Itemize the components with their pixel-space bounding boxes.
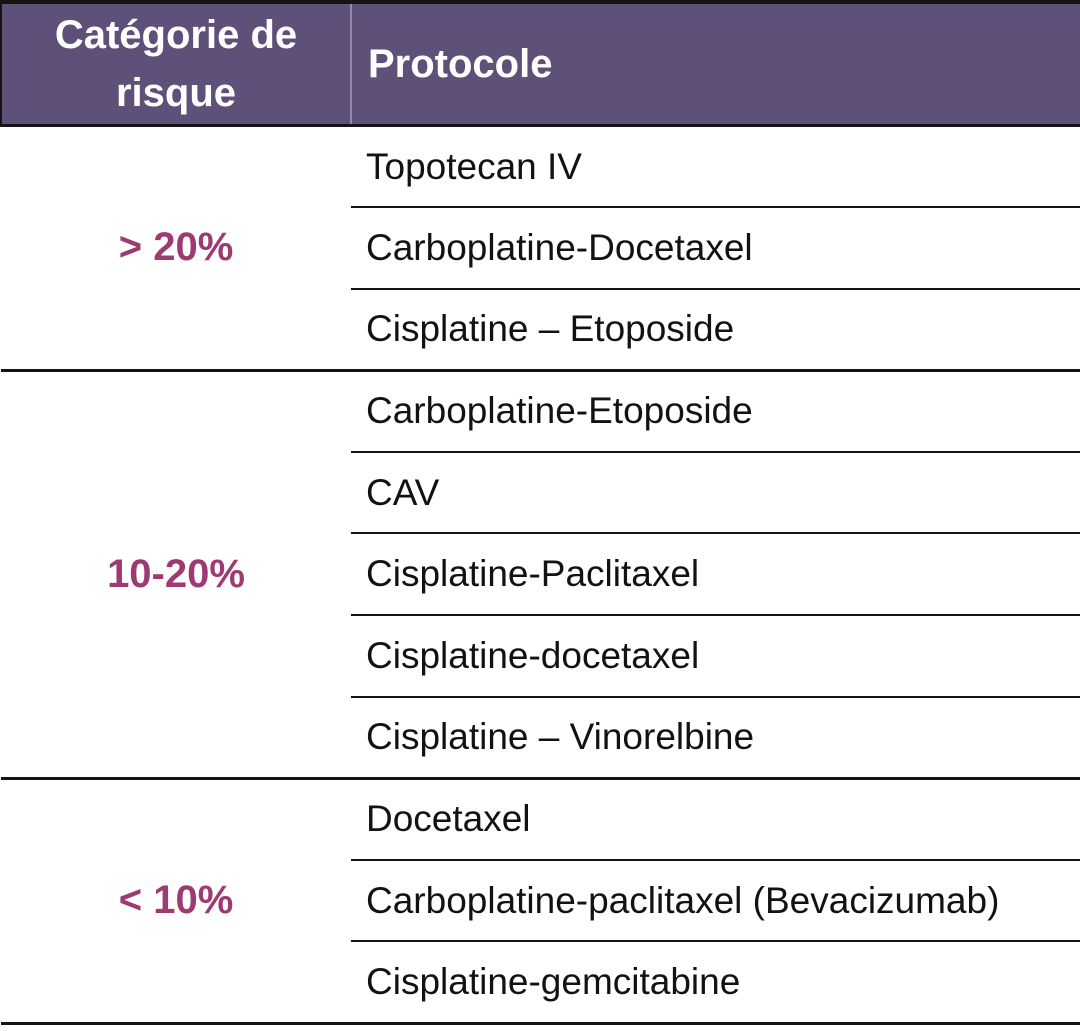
column-header-protocol: Protocole bbox=[350, 0, 1080, 127]
table-row: Cisplatine-docetaxel bbox=[1, 615, 1080, 698]
table-row: Cisplatine – Vinorelbine bbox=[1, 696, 1080, 780]
risk-category-cell: < 10% bbox=[1, 778, 351, 1025]
protocol-cell: Cisplatine-docetaxel bbox=[351, 615, 1080, 698]
risk-category-cell: > 20% bbox=[1, 125, 351, 372]
protocol-cell: Topotecan IV bbox=[351, 125, 1080, 209]
table-row: Carboplatine-Docetaxel bbox=[1, 207, 1080, 290]
table-row: CAV bbox=[1, 451, 1080, 535]
column-header-risk-category: Catégorie de risque bbox=[0, 0, 352, 127]
protocol-cell: Cisplatine-gemcitabine bbox=[351, 941, 1080, 1025]
table-row: > 20% Topotecan IV bbox=[1, 125, 1080, 372]
protocol-cell: Cisplatine-Paclitaxel bbox=[351, 533, 1080, 617]
protocol-cell: Cisplatine – Vinorelbine bbox=[351, 696, 1080, 780]
table-row: 10-20% Carboplatine-Etoposide bbox=[1, 370, 1080, 780]
protocol-cell: Docetaxel bbox=[351, 778, 1080, 861]
header-row: Catégorie de risque Protocole bbox=[0, 0, 1080, 127]
protocol-cell: Cisplatine – Etoposide bbox=[351, 288, 1080, 372]
protocol-cell: Carboplatine-Etoposide bbox=[351, 370, 1080, 453]
table-row: Cisplatine-gemcitabine bbox=[1, 941, 1080, 1025]
table-row: Cisplatine-Paclitaxel bbox=[1, 533, 1080, 617]
table-row: < 10% Docetaxel bbox=[1, 778, 1080, 1025]
protocol-cell: Carboplatine-paclitaxel (Bevacizumab) bbox=[351, 859, 1080, 943]
protocol-cell: CAV bbox=[351, 451, 1080, 535]
protocol-cell: Carboplatine-Docetaxel bbox=[351, 207, 1080, 290]
risk-category-cell: 10-20% bbox=[1, 370, 351, 780]
table-row: Carboplatine-paclitaxel (Bevacizumab) bbox=[1, 859, 1080, 943]
table-row: Cisplatine – Etoposide bbox=[1, 288, 1080, 372]
